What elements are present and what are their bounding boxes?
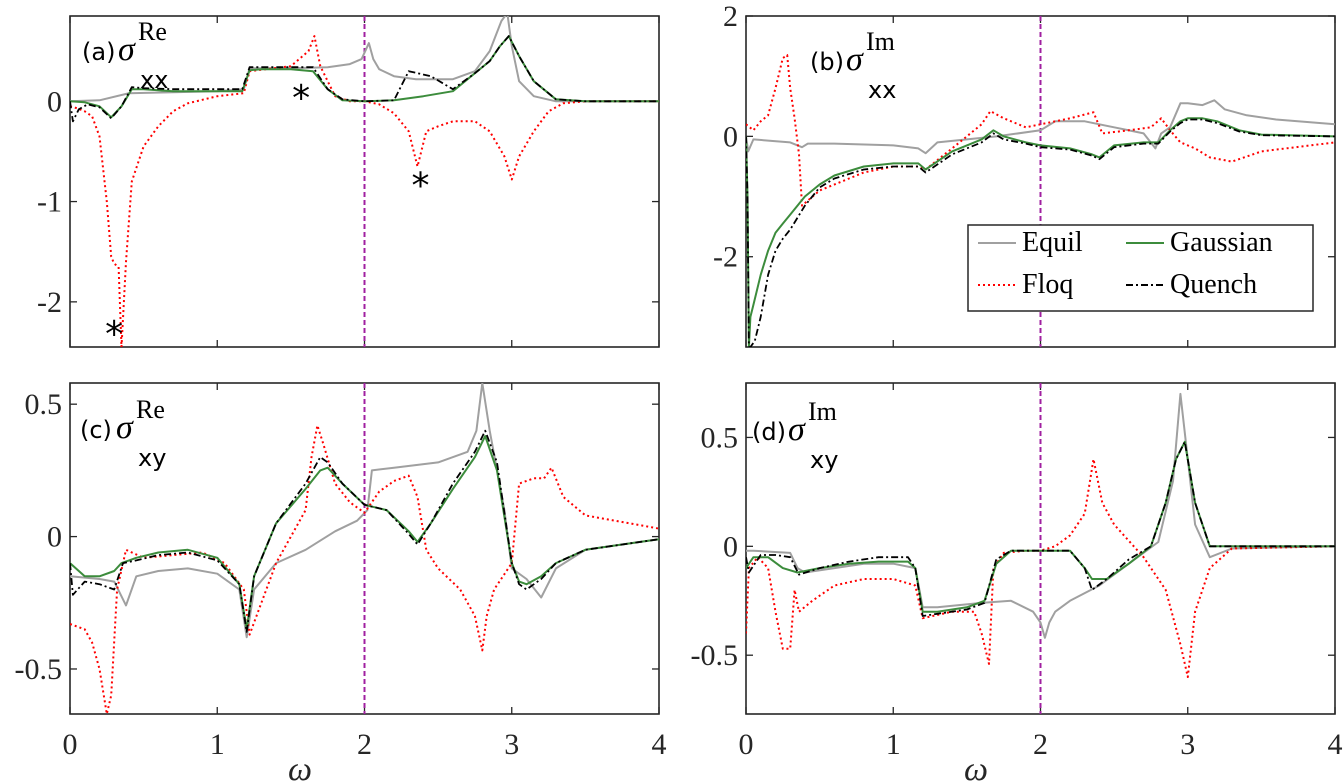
panel-tag: (c) xyxy=(80,416,112,444)
sigma-symbol: σ xyxy=(118,31,136,68)
panel-tag: (d) xyxy=(752,418,786,446)
y-tick-label: 0.5 xyxy=(701,421,739,454)
legend-label-floq: Floq xyxy=(1022,269,1073,300)
y-tick-label: -2 xyxy=(37,286,62,319)
sigma-superscript: Re xyxy=(136,395,165,424)
series-line-gaussian xyxy=(746,117,1335,347)
x-tick-label: 2 xyxy=(357,728,372,761)
y-tick-label: -0.5 xyxy=(691,639,739,672)
x-tick-label: 3 xyxy=(504,728,519,761)
legend-box xyxy=(967,224,1314,312)
plot-area xyxy=(746,383,1335,714)
x-tick-label: 0 xyxy=(739,728,754,761)
x-tick-label: 4 xyxy=(652,728,667,761)
x-tick-label: 3 xyxy=(1180,728,1195,761)
plot-area xyxy=(70,383,659,714)
panel-a: 0 -1 -2 (a) σ Re xx * * * xyxy=(37,15,660,355)
legend-label-quench: Quench xyxy=(1170,269,1257,300)
series-line-floq xyxy=(70,35,659,347)
sigma-superscript: Im xyxy=(866,27,895,56)
x-axis-label-right: ω xyxy=(964,751,988,783)
y-tick-label: -1 xyxy=(37,186,62,219)
x-axis-label-left: ω xyxy=(288,751,312,783)
panel-d: 0 1 2 3 4 0.5 0 -0.5 (d) σ Im xy xyxy=(691,382,1343,761)
series-line-equil xyxy=(746,392,1335,639)
y-tick-label: 0.5 xyxy=(25,388,63,421)
series-line-quench xyxy=(746,118,1335,347)
y-tick-label: 0 xyxy=(723,120,738,153)
series-line-floq xyxy=(746,458,1335,678)
y-tick-label: 0 xyxy=(47,521,62,554)
resonance-star: * xyxy=(292,78,310,119)
y-tick-label: -0.5 xyxy=(15,653,63,686)
sigma-superscript: Re xyxy=(138,17,167,46)
resonance-star: * xyxy=(105,314,123,355)
series-line-quench xyxy=(70,429,659,633)
legend: Equil Gaussian Floq Quench xyxy=(967,224,1314,312)
sigma-symbol: σ xyxy=(788,411,806,448)
series-line-quench xyxy=(746,440,1335,617)
x-tick-label: 1 xyxy=(210,728,225,761)
sigma-symbol: σ xyxy=(116,409,134,446)
x-tick-label: 4 xyxy=(1328,728,1343,761)
y-tick-label: -2 xyxy=(713,241,738,274)
x-tick-label: 2 xyxy=(1033,728,1048,761)
sigma-subscript: xx xyxy=(140,66,168,94)
y-tick-label: 0 xyxy=(723,530,738,563)
x-tick-label: 1 xyxy=(886,728,901,761)
panel-tag: (a) xyxy=(82,38,115,66)
panel-tag: (b) xyxy=(810,48,844,76)
sigma-subscript: xy xyxy=(138,444,166,472)
y-tick-label: 2 xyxy=(723,0,738,33)
legend-label-gaussian: Gaussian xyxy=(1170,227,1273,258)
series-line-floq xyxy=(746,54,1335,207)
resonance-star: * xyxy=(411,166,429,207)
plot-area xyxy=(70,16,659,347)
sigma-subscript: xy xyxy=(810,446,838,474)
legend-label-equil: Equil xyxy=(1022,227,1083,258)
series-line-equil xyxy=(746,99,1335,155)
sigma-subscript: xx xyxy=(868,76,896,104)
sigma-symbol: σ xyxy=(846,41,864,78)
series-line-quench xyxy=(70,35,659,123)
x-tick-label: 0 xyxy=(63,728,78,761)
y-tick-label: 0 xyxy=(47,85,62,118)
panel-c: 0 1 2 3 4 0.5 0 -0.5 (c) σ Re xy xyxy=(15,382,667,761)
sigma-superscript: Im xyxy=(808,397,837,426)
